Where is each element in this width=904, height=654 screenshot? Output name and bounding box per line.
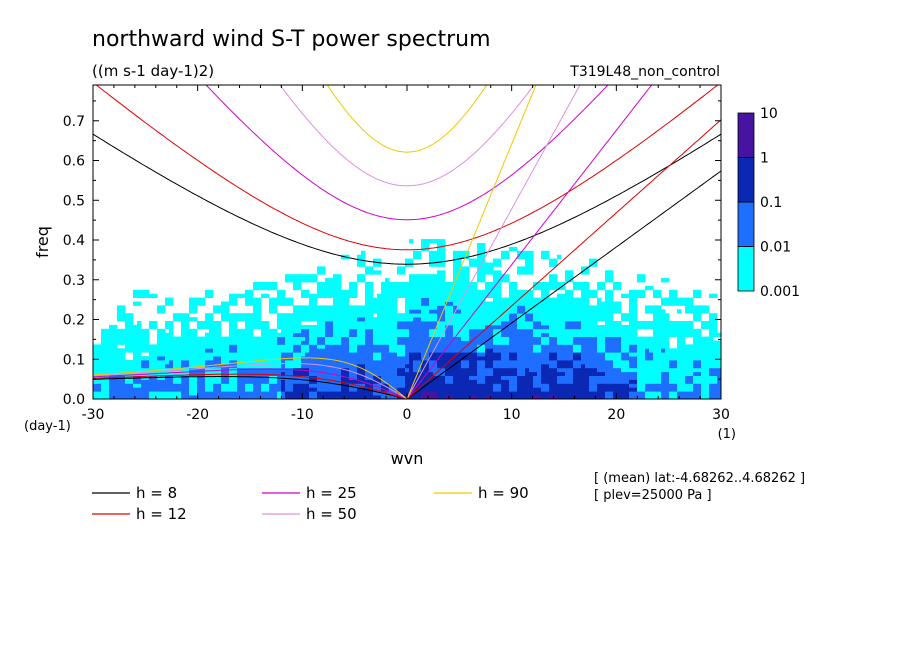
x-tick-label: 30 bbox=[712, 407, 730, 423]
legend-label: h = 8 bbox=[136, 484, 177, 502]
x-tick-label: -10 bbox=[291, 407, 314, 423]
dispersion-curve-h12-kelvin bbox=[406, 119, 721, 399]
x-tick-label: -20 bbox=[186, 407, 209, 423]
dispersion-curve-h25-ig bbox=[205, 85, 609, 221]
y-tick-label: 0.4 bbox=[63, 233, 85, 249]
dispersion-curve-h25-rossby bbox=[93, 368, 408, 399]
colorbar: 0.001 0.01 0.1 1 10 bbox=[737, 106, 800, 300]
y-unit-label: (day-1) bbox=[24, 419, 71, 434]
chart-units: ((m s-1 day-1)2) bbox=[92, 62, 214, 80]
legend-label: h = 12 bbox=[136, 505, 187, 523]
legend: h = 8 h = 12 h = 25 h = 50 h = 90 bbox=[92, 484, 529, 523]
y-tick-label: 0.6 bbox=[63, 154, 85, 170]
axis-ticks: -30 -20 -10 0 10 20 30 0.0 0.1 0.2 0.3 0.4 0.5 0.6 0.7 bbox=[63, 85, 730, 423]
colorbar-label: 10 bbox=[760, 106, 778, 122]
colorbar-swatch bbox=[737, 201, 755, 247]
x-unit-label: (1) bbox=[718, 427, 736, 442]
colorbar-label: 1 bbox=[760, 151, 769, 167]
y-tick-label: 0.3 bbox=[63, 273, 85, 289]
dispersion-curve-h8-kelvin bbox=[406, 170, 721, 399]
colorbar-label: 0.1 bbox=[760, 195, 782, 211]
dispersion-curve-h25-kelvin bbox=[406, 85, 653, 399]
legend-label: h = 25 bbox=[306, 484, 357, 502]
colorbar-swatch bbox=[737, 112, 755, 158]
colorbar-label: 0.001 bbox=[760, 284, 800, 300]
dispersion-curve-h50-kelvin bbox=[406, 85, 581, 399]
y-axis-label: freq bbox=[33, 226, 52, 258]
run-label: T319L48_non_control bbox=[569, 64, 720, 80]
legend-label: h = 90 bbox=[478, 484, 529, 502]
y-tick-label: 0.7 bbox=[63, 114, 85, 130]
y-tick-label: 0.0 bbox=[63, 392, 85, 408]
colorbar-swatch bbox=[737, 246, 755, 292]
dispersion-curve-h8-rossby bbox=[93, 376, 408, 399]
x-tick-label: -30 bbox=[82, 407, 105, 423]
y-tick-label: 0.5 bbox=[63, 193, 85, 209]
dispersion-curve-h90-rossby bbox=[93, 357, 408, 399]
legend-label: h = 50 bbox=[306, 505, 357, 523]
x-axis-label: wvn bbox=[391, 449, 424, 468]
y-tick-label: 0.1 bbox=[63, 352, 85, 368]
colorbar-label: 0.01 bbox=[760, 240, 791, 256]
dispersion-curve-h12-rossby bbox=[93, 373, 408, 399]
dispersion-curve-h8-ig bbox=[93, 133, 721, 265]
dispersion-curve-h50-rossby bbox=[93, 363, 408, 399]
dispersion-curve-h90-ig bbox=[326, 85, 488, 153]
colorbar-swatch bbox=[737, 157, 755, 203]
annotation-lat: [ (mean) lat:-4.68262..4.68262 ] bbox=[594, 471, 805, 486]
dispersion-curve-h90-kelvin bbox=[406, 85, 537, 399]
x-tick-label: 10 bbox=[503, 407, 521, 423]
x-tick-label: 0 bbox=[403, 407, 412, 423]
annotation-plev: [ plev=25000 Pa ] bbox=[594, 488, 712, 503]
y-tick-label: 0.2 bbox=[63, 313, 85, 329]
x-tick-label: 20 bbox=[607, 407, 625, 423]
dispersion-curve-h12-ig bbox=[95, 85, 719, 251]
chart-title: northward wind S-T power spectrum bbox=[92, 27, 491, 52]
dispersion-curves bbox=[93, 85, 721, 399]
dispersion-curve-h50-ig bbox=[279, 85, 535, 187]
